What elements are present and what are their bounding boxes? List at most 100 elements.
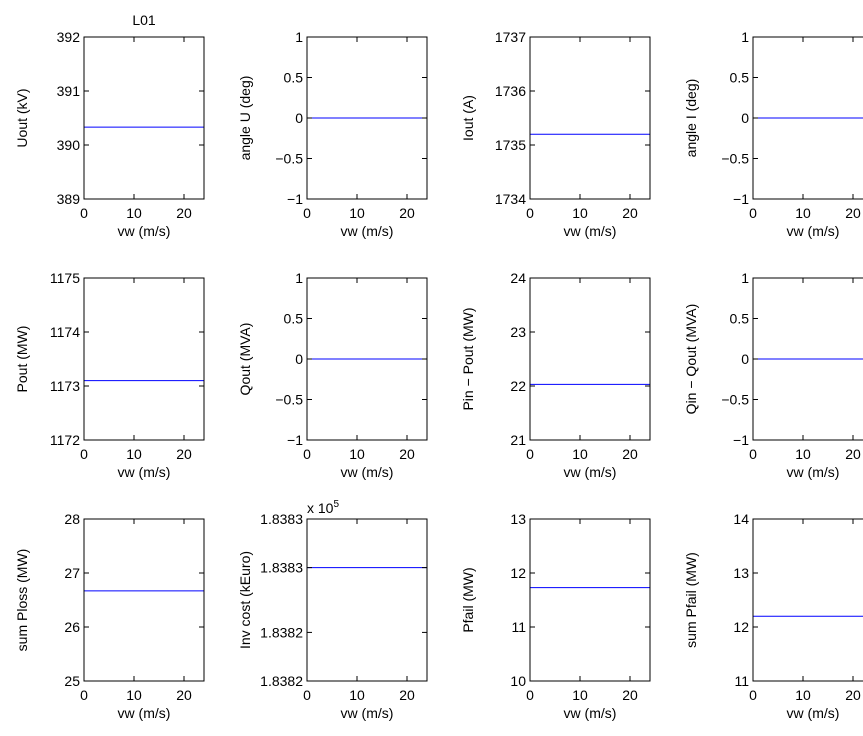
x-axis-label: vw (m/s): [118, 705, 171, 721]
y-tick-label: 1173: [50, 378, 80, 394]
y-tick-label: 1: [295, 29, 303, 45]
axes-frame: [306, 518, 428, 682]
x-tick-label: 20: [176, 687, 192, 703]
y-tick-label: −1: [287, 432, 303, 448]
x-tick-label: 0: [303, 687, 311, 703]
y-tick-label: 11: [734, 673, 749, 689]
y-tick-label: 391: [57, 83, 81, 99]
x-axis-label: vw (m/s): [341, 464, 394, 480]
y-tick-label: −0.5: [721, 392, 749, 408]
y-tick-label: −0.5: [721, 151, 749, 167]
x-axis-label: vw (m/s): [564, 705, 617, 721]
y-tick-label: 1737: [495, 29, 526, 45]
x-tick-label: 20: [622, 687, 638, 703]
y-tick-label: −1: [733, 191, 749, 207]
x-tick-label: 20: [176, 205, 192, 221]
x-tick-label: 0: [303, 446, 311, 462]
x-tick-label: 20: [845, 446, 861, 462]
x-tick-label: 0: [526, 205, 534, 221]
y-tick-label: 1.8382: [260, 673, 303, 689]
y-axis-label: angle I (deg): [683, 79, 699, 158]
y-tick-label: 1.8383: [260, 511, 303, 527]
x-tick-label: 0: [80, 446, 88, 462]
axes-frame: [529, 36, 651, 200]
x-axis-label: vw (m/s): [787, 223, 840, 239]
y-tick-label: 1: [741, 270, 749, 286]
y-exponent-power: 5: [333, 499, 339, 510]
x-axis-label: vw (m/s): [118, 464, 171, 480]
y-exponent-label: x 105: [307, 499, 339, 516]
x-tick-label: 20: [399, 205, 415, 221]
x-axis-label: vw (m/s): [341, 705, 394, 721]
y-axis-label: Qout (MVA): [237, 323, 253, 396]
y-tick-label: 28: [64, 511, 80, 527]
y-tick-label: 390: [57, 137, 81, 153]
subplot-1: 0 10 20 389 390 391 392 vw (m/s) Uout (kV) L01: [14, 12, 205, 239]
y-tick-label: 26: [64, 619, 80, 635]
y-tick-label: −1: [287, 191, 303, 207]
y-axis-label: sum Pfail (MW): [683, 552, 699, 648]
y-tick-label: 0.5: [730, 70, 750, 86]
y-tick-label: 1.8382: [260, 624, 303, 640]
x-tick-label: 20: [399, 446, 415, 462]
axes-frame: [83, 277, 205, 441]
y-tick-label: 1736: [495, 83, 526, 99]
x-tick-label: 10: [349, 687, 365, 703]
x-tick-label: 0: [80, 687, 88, 703]
y-tick-label: −0.5: [275, 392, 303, 408]
y-tick-label: 0: [295, 351, 303, 367]
y-exponent-base: x 10: [307, 500, 334, 516]
x-tick-label: 10: [126, 446, 142, 462]
y-tick-label: 1172: [50, 432, 80, 448]
chart-title: L01: [132, 12, 156, 28]
x-tick-label: 10: [126, 687, 142, 703]
y-tick-label: 0.5: [730, 311, 750, 327]
x-tick-label: 0: [80, 205, 88, 221]
y-tick-label: 0: [741, 110, 749, 126]
x-tick-label: 10: [126, 205, 142, 221]
subplot-7: 0 10 20 21 22 23 24 vw (m/s) Pin − Pout (MW): [460, 270, 651, 480]
axes-frame: [752, 518, 863, 682]
subplot-12: 0 10 20 11 12 13 14 vw (m/s) sum Pfail (MW): [683, 511, 863, 721]
y-tick-label: 1174: [50, 324, 80, 340]
y-axis-label: Inv cost (kEuro): [237, 551, 253, 649]
x-tick-label: 10: [572, 687, 588, 703]
y-tick-label: 1: [741, 29, 749, 45]
y-tick-label: 0: [295, 110, 303, 126]
x-tick-label: 0: [749, 446, 757, 462]
y-axis-label: sum Ploss (MW): [14, 549, 30, 652]
y-tick-label: 1.8383: [260, 560, 303, 576]
y-tick-label: 1734: [495, 191, 526, 207]
x-tick-label: 20: [176, 446, 192, 462]
subplot-2: 0 10 20 −1 −0.5 0 0.5 1 vw (m/s) angle U (deg): [237, 29, 428, 239]
y-tick-label: 27: [64, 565, 80, 581]
subplot-8: 0 10 20 −1 −0.5 0 0.5 1 vw (m/s) Qin − Qout (MVA): [683, 270, 863, 480]
y-axis-label: angle U (deg): [237, 76, 253, 161]
y-axis-label: Pin − Pout (MW): [460, 307, 476, 410]
x-tick-label: 10: [795, 205, 811, 221]
y-tick-label: 0: [741, 351, 749, 367]
y-tick-label: 389: [57, 191, 81, 207]
axes-frame: [529, 277, 651, 441]
y-axis-label: Iout (A): [460, 95, 476, 141]
subplot-10: 0 10 20 1.8382 1.8382 1.8383 1.8383 vw (m/s) Inv…: [237, 499, 428, 721]
y-tick-label: −1: [733, 432, 749, 448]
y-tick-label: 1: [295, 270, 303, 286]
y-tick-label: 0.5: [284, 311, 304, 327]
x-axis-label: vw (m/s): [564, 223, 617, 239]
y-tick-label: 14: [733, 511, 749, 527]
y-tick-label: −0.5: [275, 151, 303, 167]
y-tick-label: 23: [510, 324, 526, 340]
x-tick-label: 10: [349, 205, 365, 221]
axes-frame: [83, 518, 205, 682]
subplot-6: 0 10 20 −1 −0.5 0 0.5 1 vw (m/s) Qout (MVA): [237, 270, 428, 480]
x-tick-label: 10: [795, 446, 811, 462]
x-tick-label: 20: [399, 687, 415, 703]
axes-frame: [529, 518, 651, 682]
x-tick-label: 10: [349, 446, 365, 462]
y-tick-label: 0.5: [284, 70, 304, 86]
x-tick-label: 0: [526, 687, 534, 703]
x-tick-label: 20: [622, 205, 638, 221]
